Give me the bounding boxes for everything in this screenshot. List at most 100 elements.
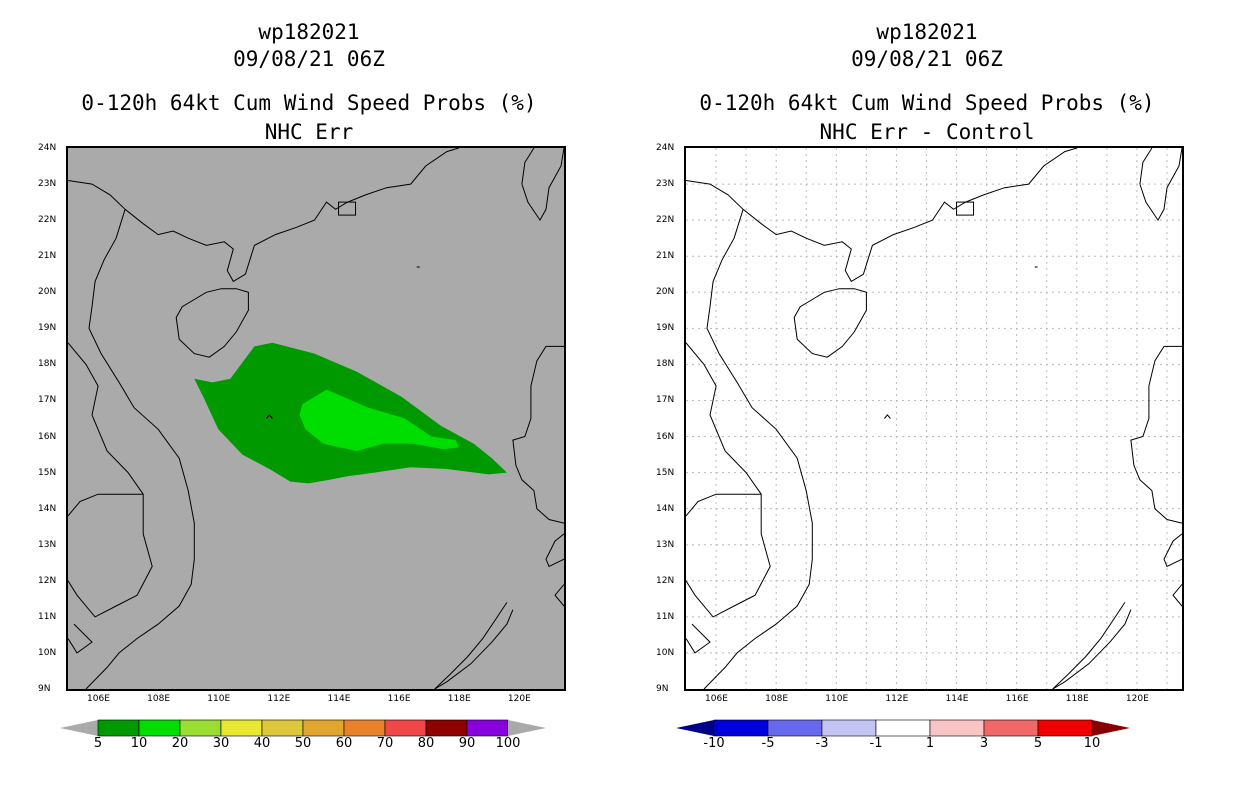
lat-label: 9N [656,684,669,694]
lat-label: 12N [656,575,675,586]
colorbar-label: 40 [253,736,271,751]
coastline [545,533,564,568]
lat-label: 12N [38,575,57,586]
lat-label: 24N [656,143,675,153]
colorbar-label: -1 [869,736,883,751]
lat-label: 21N [38,251,57,262]
coastline [266,414,273,419]
lat-label: 20N [656,287,675,298]
lon-label: 120E [1125,694,1149,704]
coastline [68,148,459,283]
lon-label: 112E [885,694,909,704]
right-map-canvas [686,148,1182,689]
lat-label: 21N [656,251,675,262]
right-title-product: 0-120h 64kt Cum Wind Speed Probs (%) [699,91,1155,115]
colorbar-label: 30 [212,736,230,751]
colorbar-segment [261,719,304,737]
coastline [68,342,153,618]
coastline [1052,602,1132,689]
lat-label: 22N [38,215,57,226]
lon-label: 114E [327,694,351,704]
colorbar-low-triangle [60,720,98,736]
right-title-subtitle: NHC Err - Control [819,120,1035,144]
lon-label: 106E [87,694,110,704]
left-map-canvas [68,148,564,689]
lat-label: 23N [656,179,675,190]
colorbar-label: -10 [703,736,725,751]
colorbar-segment [138,719,181,737]
lat-label: 20N [38,287,57,298]
left-title-storm-id: wp182021 [258,20,360,44]
colorbar-label: 10 [130,736,148,751]
coastline [521,148,564,222]
coastline [1139,148,1182,222]
lat-label: 14N [656,503,675,514]
coastline [884,414,891,419]
colorbar-label: 10 [1083,736,1101,751]
colorbar-label: -3 [815,736,829,751]
lat-label: 14N [38,503,57,514]
lat-label: 11N [38,611,57,622]
lon-label: 106E [705,694,728,704]
colorbar-high-triangle [508,720,546,736]
lon-label: 120E [507,694,531,704]
lat-label: 24N [38,143,57,153]
coastline [703,209,813,689]
map-background [686,148,1182,689]
lat-label: 15N [656,467,675,478]
coastline [1172,584,1182,607]
lat-label: 18N [38,359,57,370]
coastline [1163,533,1182,568]
lon-label: 110E [207,694,231,704]
colorbar-segment [466,719,509,737]
colorbar-segment [713,719,769,737]
colorbar-segment [425,719,468,737]
colorbar-label: 80 [417,736,435,751]
lat-label: 18N [656,359,675,370]
colorbar-label: -5 [761,736,775,751]
colorbar-label: 100 [495,736,521,751]
left-colorbar [60,719,546,737]
left-panel: wp182021 09/08/21 06Z 0-120h 64kt Cum Wi… [38,20,566,751]
colorbar-segment [767,719,823,737]
coastline-hainan [793,288,867,358]
colorbar-segment [179,719,222,737]
lon-label: 114E [945,694,969,704]
colorbar-segment [983,719,1039,737]
colorbar-label: 70 [376,736,394,751]
lat-label: 9N [38,684,51,694]
coastline [68,623,93,654]
lat-label: 19N [38,323,57,334]
colorbar-label: 1 [925,736,935,751]
right-map [684,146,1184,691]
colorbar-segment [929,719,985,737]
lon-label: 116E [387,694,411,704]
coastline-hainan [175,288,249,358]
right-title-datetime: 09/08/21 06Z [851,47,1003,71]
coastline [512,345,564,524]
hong-kong-marker [338,201,357,216]
lat-label: 16N [38,431,57,442]
coastline [1130,345,1182,524]
colorbar-segment [302,719,345,737]
coastline [1139,148,1153,185]
colorbar-segment [97,719,140,737]
right-colorbar [676,719,1130,737]
lat-label: 11N [656,611,675,622]
colorbar-low-triangle [676,720,714,736]
left-map [66,146,566,691]
coastline [68,493,144,517]
lat-label: 13N [38,539,57,550]
lon-label: 110E [825,694,849,704]
colorbar-high-triangle [1092,720,1130,736]
colorbar-label: 90 [458,736,476,751]
colorbar-label: 3 [979,736,989,751]
right-title-storm-id: wp182021 [876,20,978,44]
colorbar-segment [384,719,427,737]
lat-label: 17N [656,395,675,406]
lat-label: 10N [656,647,675,658]
lat-label: 19N [656,323,675,334]
hong-kong-marker [956,201,975,216]
lon-label: 116E [1005,694,1029,704]
coastline [434,602,514,689]
